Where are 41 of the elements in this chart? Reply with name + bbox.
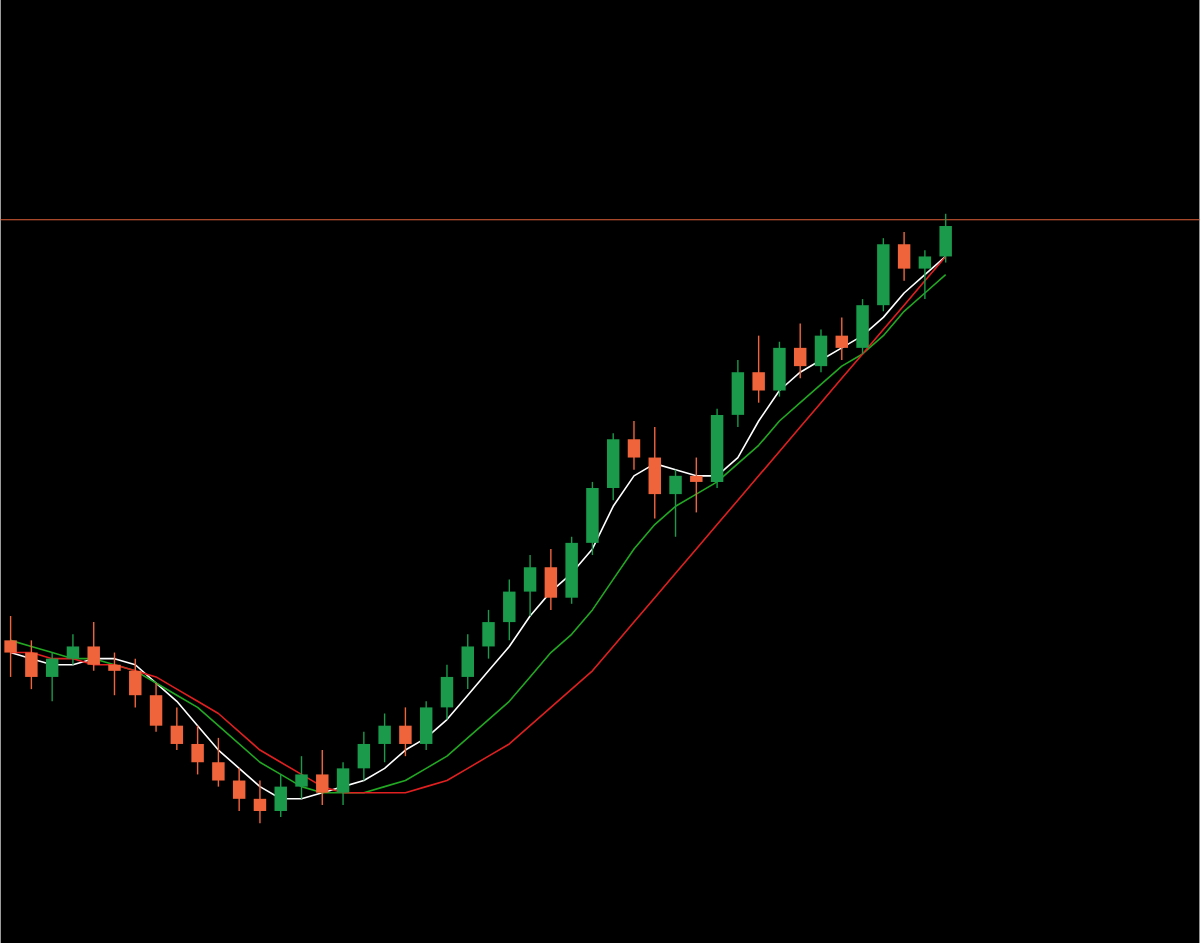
candlestick xyxy=(191,725,204,776)
candlestick xyxy=(108,652,121,697)
candlestick xyxy=(357,731,371,782)
candlestick xyxy=(648,426,661,520)
candlestick xyxy=(503,579,516,642)
candlestick xyxy=(627,420,641,471)
candlestick xyxy=(316,749,329,807)
candlestick xyxy=(939,213,952,264)
candlestick xyxy=(4,615,17,679)
candlestick xyxy=(25,640,38,691)
candlestick xyxy=(544,548,558,612)
candlestick xyxy=(295,755,308,800)
candlestick xyxy=(378,713,391,764)
candlestick xyxy=(419,701,433,752)
candlestick xyxy=(731,359,745,429)
candlestick xyxy=(793,323,807,380)
candlestick xyxy=(440,664,454,721)
candlestick xyxy=(274,774,287,819)
candlestick xyxy=(752,335,765,404)
candlestick xyxy=(129,658,142,709)
candlestick xyxy=(669,469,682,538)
candlestick xyxy=(482,609,495,660)
candlestick xyxy=(856,298,869,356)
candlestick xyxy=(253,780,267,825)
candlestick xyxy=(149,682,163,733)
candlestick xyxy=(170,707,184,752)
candlestick xyxy=(87,621,100,673)
candlestick xyxy=(336,762,350,807)
candlestick xyxy=(45,652,59,703)
candlestick xyxy=(918,250,932,301)
candlestick xyxy=(814,329,828,374)
candlestick xyxy=(232,768,246,813)
candlestick xyxy=(690,457,703,514)
candlestick xyxy=(523,554,537,618)
candlestick xyxy=(66,634,80,666)
candlestick xyxy=(399,707,412,758)
candlestick xyxy=(897,231,911,282)
candlestick xyxy=(773,341,786,398)
candlestick xyxy=(212,737,225,788)
candlestick xyxy=(835,317,848,362)
candlestick xyxy=(461,634,474,691)
